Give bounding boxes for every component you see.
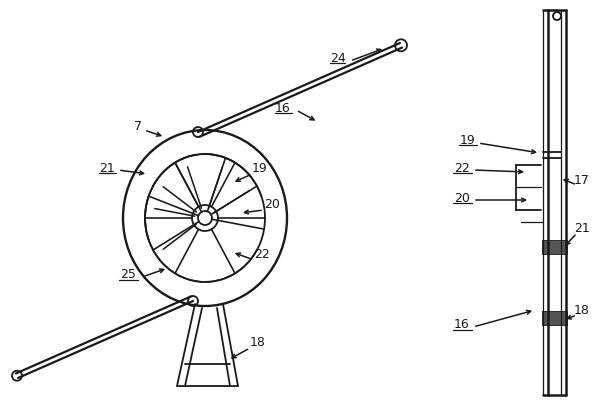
Text: 22: 22	[254, 248, 270, 261]
Text: 21: 21	[574, 221, 590, 234]
Bar	[542, 311, 567, 325]
Text: 17: 17	[574, 173, 590, 187]
Text: 25: 25	[120, 269, 136, 282]
Text: 19: 19	[460, 133, 476, 147]
Text: 19: 19	[252, 162, 268, 175]
Text: 18: 18	[574, 303, 590, 316]
Text: 7: 7	[134, 120, 142, 133]
Text: 18: 18	[250, 337, 266, 349]
Text: 16: 16	[454, 318, 470, 332]
Bar	[542, 240, 567, 254]
Text: 22: 22	[454, 162, 470, 175]
Text: 24: 24	[330, 51, 346, 65]
Text: 21: 21	[99, 162, 115, 175]
Text: 16: 16	[275, 101, 291, 114]
Text: 20: 20	[454, 191, 470, 204]
Text: 20: 20	[264, 198, 280, 212]
